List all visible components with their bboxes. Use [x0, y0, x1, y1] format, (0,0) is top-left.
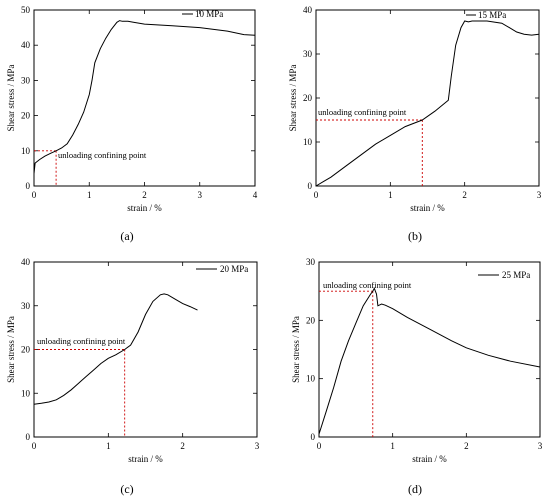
x-tick-label: 1: [388, 190, 393, 200]
y-tick-label: 10: [303, 137, 313, 147]
y-tick-label: 20: [21, 111, 31, 121]
x-tick-label: 1: [87, 190, 92, 200]
legend-label: 10 MPa: [195, 9, 223, 19]
y-tick-label: 40: [21, 40, 31, 50]
y-axis-label: Shear stress / MPa: [288, 65, 298, 132]
x-tick-label: 1: [390, 441, 395, 451]
x-tick-label: 3: [255, 441, 260, 451]
y-tick-label: 10: [21, 388, 31, 398]
legend-label: 20 MPa: [220, 264, 248, 274]
y-tick-label: 20: [303, 93, 313, 103]
y-tick-label: 0: [26, 432, 31, 442]
plot-frame: [315, 9, 540, 187]
plot-frame: [318, 261, 541, 438]
panel-label: (b): [408, 229, 422, 243]
x-tick-label: 2: [142, 190, 147, 200]
panel-label: (d): [408, 482, 422, 496]
annotation-label: unloading confining point: [323, 280, 412, 290]
x-tick-label: 3: [198, 190, 203, 200]
y-tick-label: 0: [311, 432, 316, 442]
annotation-label: unloading confining point: [318, 107, 407, 117]
y-tick-label: 0: [26, 181, 31, 191]
series-line: [315, 20, 540, 187]
legend-label: 15 MPa: [478, 10, 506, 20]
y-tick-label: 20: [21, 345, 31, 355]
x-tick-label: 4: [253, 190, 258, 200]
y-axis-label: Shear stress / MPa: [291, 316, 301, 383]
panel-label: (c): [120, 482, 133, 496]
x-tick-label: 3: [537, 190, 542, 200]
y-axis-label: Shear stress / MPa: [6, 65, 16, 132]
x-tick-label: 0: [32, 190, 37, 200]
x-axis-label: strain / %: [127, 203, 162, 213]
x-tick-label: 3: [538, 441, 543, 451]
y-tick-label: 10: [21, 146, 31, 156]
annotation-label: unloading confining point: [58, 150, 147, 160]
annotation-label: unloading confining point: [37, 336, 126, 346]
y-tick-label: 50: [21, 5, 31, 15]
x-tick-label: 2: [464, 441, 469, 451]
x-axis-label: strain / %: [128, 454, 163, 464]
y-tick-label: 10: [306, 374, 316, 384]
y-tick-label: 0: [308, 181, 313, 191]
legend-label: 25 MPa: [502, 270, 530, 280]
x-tick-label: 2: [462, 190, 467, 200]
y-tick-label: 30: [21, 301, 31, 311]
x-tick-label: 0: [314, 190, 319, 200]
y-tick-label: 40: [303, 5, 313, 15]
series-line: [318, 287, 541, 435]
series-line: [33, 20, 256, 174]
x-tick-label: 2: [180, 441, 185, 451]
y-axis-label: Shear stress / MPa: [6, 316, 16, 383]
y-tick-label: 40: [21, 257, 31, 267]
x-axis-label: strain / %: [410, 203, 445, 213]
y-tick-label: 30: [306, 257, 316, 267]
x-tick-label: 1: [106, 441, 111, 451]
y-tick-label: 30: [21, 75, 31, 85]
y-tick-label: 20: [306, 315, 316, 325]
panel-label: (a): [120, 229, 133, 243]
y-tick-label: 30: [303, 49, 313, 59]
x-axis-label: strain / %: [412, 454, 447, 464]
x-tick-label: 0: [32, 441, 37, 451]
x-tick-label: 0: [317, 441, 322, 451]
series-line: [33, 293, 198, 405]
